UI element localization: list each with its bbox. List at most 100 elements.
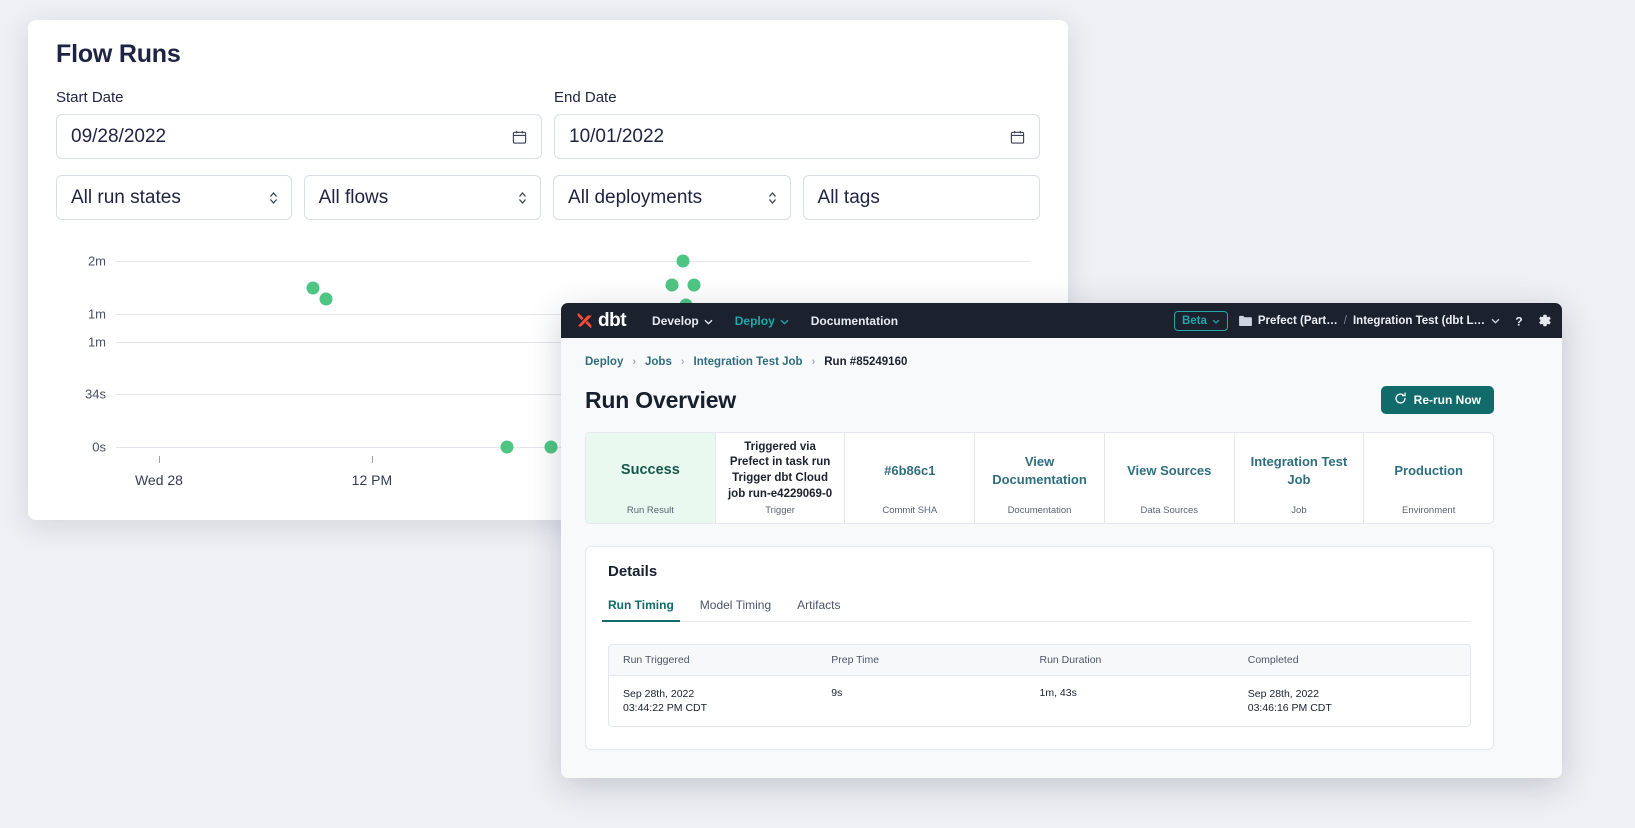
tab-run-timing[interactable]: Run Timing (602, 598, 680, 622)
filter-deployments[interactable]: All deployments (553, 175, 791, 220)
folder-icon (1238, 315, 1252, 326)
table-row: Sep 28th, 2022 03:44:22 PM CDT 9s 1m, 43… (609, 676, 1470, 726)
filter-deployments-value: All deployments (568, 186, 703, 208)
account-separator: / (1343, 314, 1347, 327)
start-date-label: Start Date (56, 89, 124, 106)
dbt-top-nav: dbt Develop Deploy Documentation Beta (561, 303, 1562, 338)
status-card-commit-sha[interactable]: #6b86c1 Commit SHA (845, 433, 976, 523)
date-range-row: Start Date 09/28/2022 End Date 10/01/202… (56, 89, 1040, 159)
project-name: Integration Test (dbt L… (1352, 314, 1485, 327)
breadcrumb-item-job[interactable]: Integration Test Job (693, 356, 803, 368)
cell-completed: Sep 28th, 2022 03:46:16 PM CDT (1248, 687, 1456, 715)
end-date-value: 10/01/2022 (569, 125, 665, 147)
details-title: Details (608, 563, 658, 580)
table-header-row: Run Triggered Prep Time Run Duration Com… (609, 645, 1470, 676)
chart-x-tick-mark (371, 456, 373, 463)
status-card-job-value[interactable]: Integration Test Job (1250, 454, 1348, 487)
prefect-content: Flow Runs Start Date 09/28/2022 End Da (28, 20, 1068, 511)
status-card-documentation-value[interactable]: View Documentation (992, 454, 1087, 487)
end-date-field: End Date 10/01/2022 (554, 89, 1040, 159)
status-card-data-sources[interactable]: View Sources Data Sources (1105, 433, 1235, 523)
nav-item-deploy[interactable]: Deploy (735, 314, 789, 328)
filter-tags-value: All tags (817, 186, 880, 208)
tab-artifacts[interactable]: Artifacts (797, 598, 841, 612)
start-date-input[interactable]: 09/28/2022 (56, 114, 542, 159)
status-card-commit-sha-value[interactable]: #6b86c1 (884, 463, 936, 479)
run-overview-header: Run Overview Re-run Now (585, 386, 1542, 414)
chart-gridline (116, 261, 1030, 263)
breadcrumb-item-jobs[interactable]: Jobs (645, 356, 672, 368)
filter-flows[interactable]: All flows (303, 175, 542, 220)
svg-text:?: ? (1515, 314, 1522, 328)
col-prep-time: Prep Time (831, 654, 880, 666)
nav-item-documentation[interactable]: Documentation (811, 314, 898, 328)
status-card-documentation[interactable]: View Documentation Documentation (975, 433, 1105, 523)
cell-run-duration: 1m, 43s (1039, 687, 1077, 699)
beta-badge[interactable]: Beta (1173, 310, 1228, 331)
dbt-page-body: Deploy › Jobs › Integration Test Job › R… (561, 338, 1562, 751)
status-card-job[interactable]: Integration Test Job Job (1235, 433, 1365, 523)
breadcrumb-item-deploy[interactable]: Deploy (585, 356, 624, 368)
rerun-now-button[interactable]: Re-run Now (1380, 386, 1494, 414)
calendar-icon[interactable] (512, 129, 527, 144)
chart-y-tick-label: 0s (92, 439, 106, 455)
filter-tags[interactable]: All tags (802, 175, 1040, 220)
chart-data-point[interactable] (665, 278, 679, 292)
nav-item-develop[interactable]: Develop (652, 314, 713, 328)
cell-run-triggered: Sep 28th, 2022 03:44:22 PM CDT (623, 687, 831, 715)
nav-item-develop-label: Develop (652, 313, 699, 328)
col-run-duration: Run Duration (1039, 654, 1102, 666)
status-card-data-sources-value[interactable]: View Sources (1127, 463, 1212, 479)
col-completed: Completed (1247, 654, 1299, 666)
status-card-commit-sha-label: Commit SHA (882, 505, 938, 516)
rerun-now-label: Re-run Now (1413, 393, 1481, 407)
breadcrumb-arrow-icon: › (632, 356, 637, 368)
refresh-icon (1394, 392, 1407, 408)
start-date-field: Start Date 09/28/2022 (56, 89, 542, 159)
status-card-job-label: Job (1291, 505, 1307, 516)
chevron-down-icon (704, 314, 713, 328)
status-card-documentation-label: Documentation (1007, 505, 1072, 516)
status-card-environment[interactable]: Production Environment (1364, 433, 1493, 523)
chevron-updown-icon (768, 191, 777, 205)
chevron-updown-icon (269, 191, 278, 205)
filter-run-states[interactable]: All run states (56, 175, 292, 220)
status-card-environment-value[interactable]: Production (1394, 463, 1463, 479)
col-run-triggered: Run Triggered (623, 654, 690, 666)
status-card-trigger-value: Triggered via Prefect in task run Trigge… (727, 440, 833, 500)
chart-y-tick-label: 1m (87, 334, 106, 350)
nav-right-group: Beta Prefect (Part… / Integration Test (… (1173, 310, 1552, 331)
details-tabs: Run Timing Model Timing Artifacts (602, 598, 1471, 622)
chart-data-point[interactable] (500, 440, 514, 454)
status-card-environment-label: Environment (1402, 505, 1456, 516)
chart-data-point[interactable] (306, 281, 319, 295)
run-triggered-date: Sep 28th, 2022 (623, 688, 695, 700)
nav-item-documentation-label: Documentation (810, 313, 899, 328)
tab-model-timing[interactable]: Model Timing (699, 598, 772, 612)
chart-data-point[interactable] (319, 292, 333, 305)
dbt-logo[interactable]: dbt (575, 309, 627, 332)
breadcrumb-current-run: Run #85249160 (824, 356, 908, 368)
account-project-switcher[interactable]: Prefect (Part… / Integration Test (dbt L… (1238, 314, 1500, 327)
end-date-input[interactable]: 10/01/2022 (554, 114, 1040, 159)
run-triggered-time: 03:44:22 PM CDT (623, 702, 708, 715)
details-panel: Details Run Timing Model Timing Artifact… (585, 546, 1494, 751)
filter-run-states-value: All run states (71, 186, 181, 208)
page-title: Flow Runs (56, 40, 181, 68)
gear-icon[interactable] (1537, 313, 1552, 328)
status-card-run-result-label: Run Result (626, 505, 674, 516)
calendar-icon[interactable] (1010, 129, 1025, 144)
chart-x-tick-label: Wed 28 (134, 472, 183, 488)
prefect-flow-runs-window: Flow Runs Start Date 09/28/2022 End Da (28, 20, 1068, 520)
chart-data-point[interactable] (544, 440, 558, 454)
chevron-down-icon (1491, 315, 1500, 327)
chart-data-point[interactable] (687, 278, 701, 292)
breadcrumb: Deploy › Jobs › Integration Test Job › R… (585, 356, 1542, 368)
chart-y-tick-label: 34s (85, 386, 106, 402)
status-card-trigger-label: Trigger (765, 505, 795, 516)
dbt-wordmark: dbt (598, 309, 627, 331)
end-date-label: End Date (554, 89, 617, 106)
question-mark-icon[interactable]: ? (1511, 313, 1526, 328)
chevron-updown-icon (518, 191, 527, 205)
chart-data-point[interactable] (676, 254, 690, 268)
